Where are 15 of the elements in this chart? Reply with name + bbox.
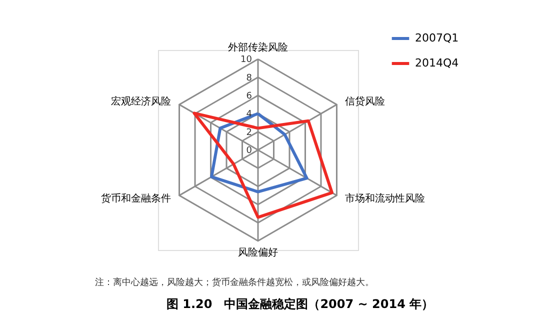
y-tick-label: 8 — [246, 73, 252, 84]
spoke-label: 风险偏好 — [238, 246, 278, 258]
y-tick-label: 10 — [240, 55, 252, 66]
spoke-label: 信贷风险 — [345, 95, 386, 108]
y-tick-label: 0 — [246, 146, 252, 156]
spoke-label: 市场和流动性风险 — [345, 192, 426, 205]
spoke-label: 宏观经济风险 — [110, 95, 171, 108]
legend-label: 2014Q4 — [415, 56, 459, 70]
spoke-label: 货币和金融条件 — [100, 192, 171, 205]
y-tick-label: 6 — [246, 91, 252, 102]
text: 注：离中心越远，风险越大；货币金融条件越宽松，或风险偏好越大。 — [95, 277, 374, 288]
spoke-label: 外部传染风险 — [228, 42, 288, 54]
text: 图 1.20 中国金融稳定图（2007 ~ 2014 年） — [166, 297, 434, 311]
legend-label: 2007Q1 — [415, 32, 459, 44]
y-tick-label: 2 — [246, 128, 252, 138]
